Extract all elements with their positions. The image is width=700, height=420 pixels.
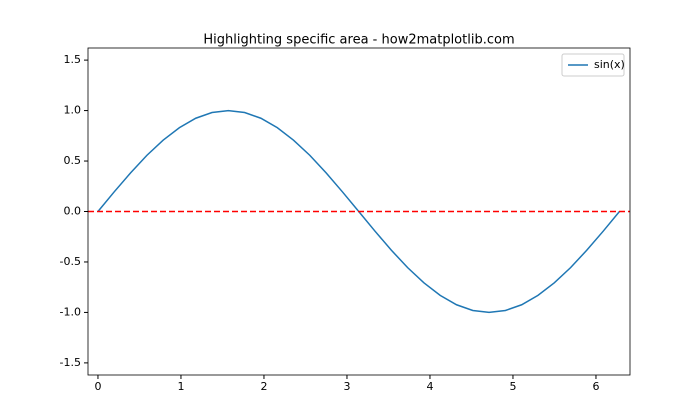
- y-tick-label: -0.5: [60, 255, 81, 268]
- legend-box: [561, 53, 625, 77]
- x-tick-label: 1: [177, 380, 184, 393]
- y-tick-label: -1.0: [60, 305, 81, 318]
- y-tick-label: -1.5: [60, 356, 81, 369]
- x-tick-label: 3: [343, 380, 350, 393]
- y-tick-label: 0.5: [64, 154, 82, 167]
- x-tick-label: 5: [509, 380, 516, 393]
- x-tick-label: 6: [592, 380, 599, 393]
- x-tick-label: 0: [94, 380, 101, 393]
- plot-frame: [87, 47, 631, 376]
- x-tick-label: 2: [260, 380, 267, 393]
- y-tick-label: 0.0: [64, 205, 82, 218]
- y-tick-label: 1.0: [64, 104, 82, 117]
- x-tick-label: 4: [426, 380, 433, 393]
- legend-label: sin(x): [594, 58, 625, 71]
- y-tick-label: 1.5: [64, 53, 82, 66]
- chart-title: Highlighting specific area - how2matplot…: [203, 33, 514, 48]
